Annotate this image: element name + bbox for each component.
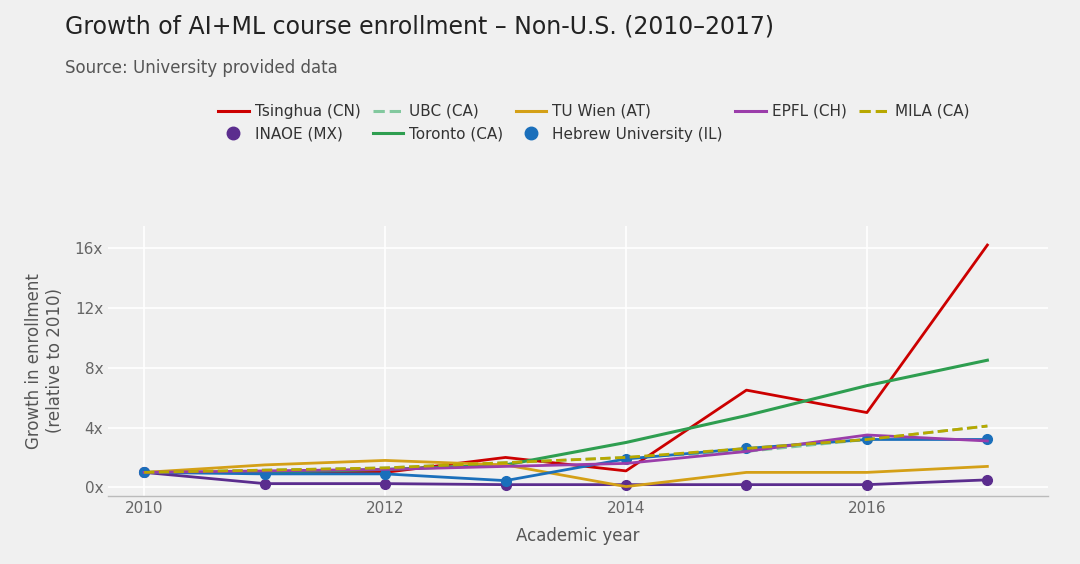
Text: Source: University provided data: Source: University provided data (65, 59, 338, 77)
Legend: Tsinghua (CN), INAOE (MX), UBC (CA), Toronto (CA), TU Wien (AT), Hebrew Universi: Tsinghua (CN), INAOE (MX), UBC (CA), Tor… (212, 98, 976, 148)
X-axis label: Academic year: Academic year (516, 527, 639, 545)
Text: Growth of AI+ML course enrollment – Non-U.S. (2010–2017): Growth of AI+ML course enrollment – Non-… (65, 14, 773, 38)
Y-axis label: Growth in enrollment
(relative to 2010): Growth in enrollment (relative to 2010) (25, 273, 64, 449)
